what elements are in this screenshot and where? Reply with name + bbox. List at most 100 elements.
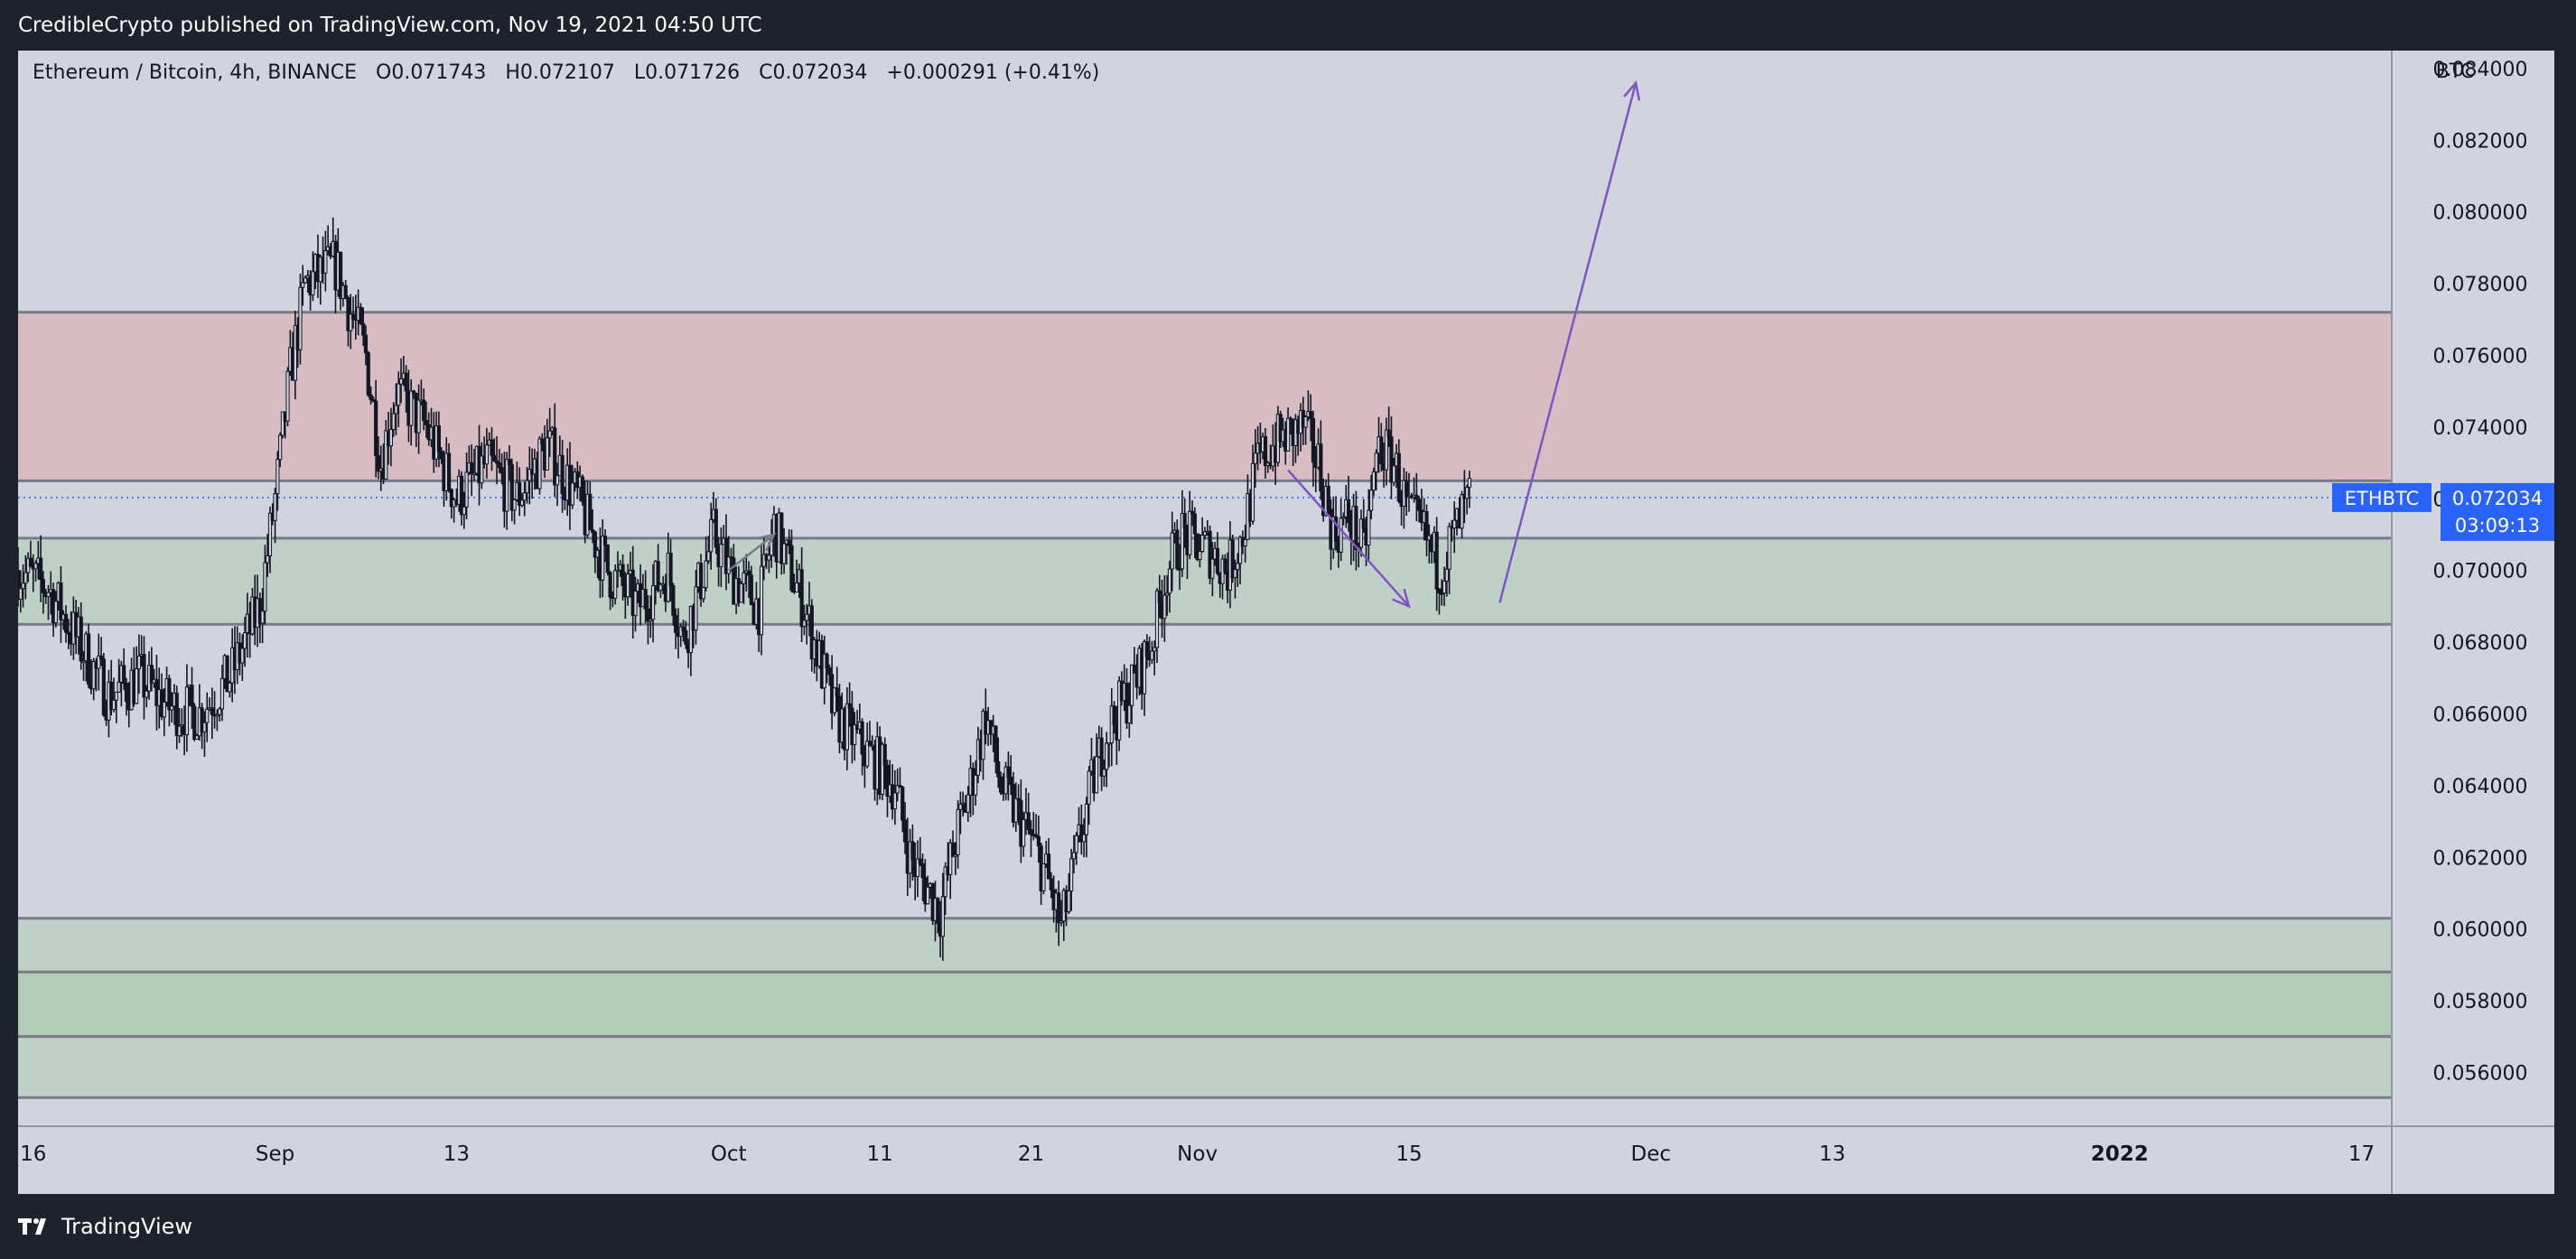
candle-body (626, 574, 630, 598)
arrow-shaft (1498, 82, 1638, 603)
footer-bar: TradingView (0, 1194, 2576, 1259)
eth-btc-candlestick-chart[interactable]: 0.084000 0.082000 0.080000 0.078000 0.076000… (18, 51, 2554, 1194)
candle-body (91, 660, 96, 690)
candle-body (18, 588, 23, 600)
candle (1371, 467, 1377, 497)
candle (505, 452, 509, 530)
candles-layer (18, 217, 1472, 961)
candle (1022, 811, 1026, 857)
candle (1230, 535, 1235, 583)
candle-body (633, 590, 638, 616)
candle (41, 571, 45, 614)
candle (349, 294, 353, 350)
candle-body (1153, 647, 1157, 652)
candle (681, 620, 686, 642)
candle (46, 584, 51, 620)
candle-body (81, 660, 86, 663)
candle (371, 396, 376, 403)
candle (215, 709, 219, 732)
candle (391, 402, 396, 437)
candle-body (719, 544, 723, 567)
candle (605, 544, 610, 576)
candle (18, 547, 21, 607)
candle (263, 545, 267, 625)
candle (285, 367, 290, 427)
candle (361, 307, 366, 347)
candle (1341, 512, 1346, 526)
candle (1243, 524, 1247, 563)
candle-body (397, 383, 401, 406)
candle-body (649, 619, 653, 622)
open-value: 0.071743 (391, 61, 487, 84)
candle-body (145, 690, 149, 698)
candle-body (374, 400, 378, 457)
candle-body (449, 489, 453, 508)
candle (590, 508, 595, 544)
candle (602, 529, 608, 563)
candle-body (1303, 416, 1308, 428)
candle-body (847, 703, 852, 709)
candle (1094, 733, 1099, 794)
candle (1041, 863, 1046, 895)
candle-body (46, 592, 51, 598)
close-label: C (759, 61, 773, 84)
candle-body (1081, 834, 1087, 843)
candle-body (1200, 535, 1205, 552)
candle (63, 605, 69, 643)
candle (91, 657, 96, 701)
candle-body (1374, 452, 1378, 473)
candle-body (1384, 429, 1388, 471)
open-label: O (376, 61, 392, 84)
candle (1285, 407, 1291, 452)
candle-body (509, 463, 514, 511)
tradingview-logo[interactable]: TradingView (18, 1214, 192, 1239)
candle-body (560, 454, 565, 495)
candle-body (1094, 756, 1099, 794)
candle (1178, 544, 1182, 591)
candle-body (101, 658, 106, 716)
candle (338, 251, 343, 311)
price-tick-label: 0.078000 (2433, 274, 2528, 296)
candle (895, 769, 900, 802)
candle (1057, 881, 1061, 947)
candle (704, 536, 708, 592)
candle-body (950, 842, 956, 857)
candle-body (802, 620, 807, 628)
candle (553, 403, 557, 498)
candle-body (1079, 824, 1084, 843)
candle (1154, 588, 1160, 664)
candle (1165, 574, 1170, 616)
candle (1452, 501, 1457, 554)
candle (865, 723, 870, 769)
candle (1369, 474, 1374, 519)
candle-body (1057, 892, 1061, 924)
candle-body (746, 570, 751, 576)
candle (974, 760, 978, 806)
candle (994, 724, 998, 774)
candle (527, 446, 532, 505)
candle (825, 652, 829, 684)
candle (674, 608, 678, 649)
candle (210, 687, 214, 740)
candle-body (615, 569, 621, 573)
candle (384, 420, 388, 480)
candle-body (366, 352, 370, 396)
candle-body (363, 334, 369, 354)
candle (28, 540, 33, 568)
candle-body (1125, 683, 1129, 723)
chart-panel[interactable]: 0.084000 0.082000 0.080000 0.078000 0.076000… (18, 51, 2554, 1194)
candle (1440, 579, 1444, 606)
candle-body (1369, 490, 1374, 511)
arrow-head (756, 533, 777, 552)
candle-body (1417, 499, 1422, 511)
candle (1237, 535, 1243, 585)
candle-body (484, 444, 490, 465)
high-label: H (505, 61, 520, 84)
price-tick-label: 0.060000 (2433, 919, 2528, 942)
candle (394, 383, 398, 436)
candle (918, 836, 922, 867)
candle (1150, 640, 1154, 665)
candle-body (518, 481, 522, 507)
candle (996, 737, 1001, 788)
candle-body (1112, 705, 1116, 725)
